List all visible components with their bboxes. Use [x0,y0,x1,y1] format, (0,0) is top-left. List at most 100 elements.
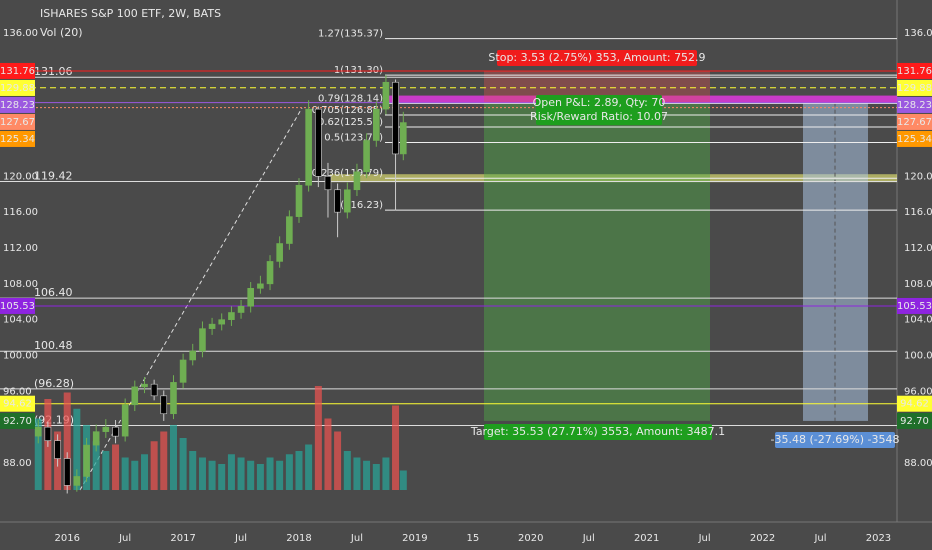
volume-bar [266,457,274,490]
candle-body [34,426,42,437]
pnl-label: Open P&L: 2.89, Qty: 70 [533,96,666,109]
stop-label: Stop: 3.53 (2.75%) 353, Amount: 752.9 [488,51,705,64]
fib-label: 0.79(128.14) [318,93,383,104]
candle-body [324,176,332,191]
y-tick-label: 120.00 [3,171,38,182]
y-tick-label: 96.00 [3,386,32,397]
price-marker-box [897,113,932,130]
candle-body [228,312,235,320]
y-tick-label: 100.00 [904,351,932,362]
x-tick-label: 2023 [866,533,891,544]
price-marker-box [0,130,35,147]
volume-bar [208,460,216,490]
y-tick-label: 120.00 [904,171,932,182]
volume-bar [218,464,226,490]
volume-bar [92,441,100,490]
candle-body [189,350,197,361]
volume-bar [392,405,400,490]
y-tick-label: 100.00 [3,351,38,362]
candle-body [305,108,312,186]
volume-bar [169,425,177,490]
price-marker-label: 92.70 [900,416,929,427]
candle-body [353,171,361,191]
level-label: 119.42 [34,170,73,183]
y-tick-label: 104.00 [3,315,38,326]
candle-body [363,140,370,173]
volume-bar [382,457,390,490]
volume-bar [112,444,120,490]
candle-body [150,383,158,397]
candle-body [44,426,52,441]
x-tick-label: Jul [118,533,131,544]
volume-bar [247,460,255,490]
volume-bar [73,408,81,490]
y-tick-label: 108.00 [904,279,932,290]
price-marker-label: 125.34 [0,134,35,145]
x-tick-label: Jul [582,533,595,544]
target-zone [484,102,710,421]
level-label: 100.48 [34,339,73,352]
candle-body [199,328,206,352]
y-tick-label: 116.00 [3,207,38,218]
candle-body [344,189,351,213]
y-tick-label: 96.00 [904,386,932,397]
candle-body [392,81,399,155]
measure-zone [803,102,868,421]
candle-body [247,288,254,307]
price-marker-box [897,130,932,147]
volume-bar [102,451,110,490]
volume-bar [131,460,139,490]
candle-body [257,283,264,289]
candle-body [54,440,61,459]
price-marker-box [897,96,932,113]
measure-label-box [775,432,895,448]
level-label: 106.40 [34,286,73,299]
candle-body [170,382,177,415]
candle-body [208,323,216,329]
rr-label: Risk/Reward Ratio: 10.07 [530,110,668,123]
candle-body [63,458,71,486]
candle-body [382,81,390,110]
fib-label: 0.705(126.85) [312,105,384,116]
volume-bar [276,460,284,490]
fib-label: 0.62(125.51) [318,117,383,128]
candle-body [315,108,322,177]
x-tick-label: Jul [350,533,363,544]
candle-body [83,444,90,477]
y-tick-label: 112.00 [3,243,38,254]
y-tick-label: 88.00 [3,458,32,469]
price-marker-box [0,113,35,130]
candle-body [121,404,129,437]
price-marker-label: 94.62 [3,399,32,410]
y-tick-label: 88.00 [904,458,932,469]
target-label: Target: 35.53 (27.71%) 3553, Amount: 348… [470,425,725,438]
volume-bar [285,454,293,490]
volume-bar [363,460,371,490]
candle-body [400,122,407,155]
volume-bar [160,431,168,490]
price-marker-box [897,395,932,412]
price-marker-box [0,96,35,113]
price-marker-label: 128.23 [897,100,932,111]
volume-bar [179,438,187,490]
volume-bar [63,392,71,490]
x-tick-label: Jul [234,533,247,544]
chart-subtitle: Vol (20) [40,26,83,39]
volume-bar [256,464,264,490]
x-tick-label: 2016 [54,533,79,544]
chart-title: ISHARES S&P 100 ETF, 2W, BATS [40,7,221,20]
price-marker-label: 125.34 [897,134,932,145]
volume-bar [305,444,313,490]
candle-body [112,426,119,437]
price-marker-label: 128.23 [0,100,35,111]
candle-body [276,243,283,262]
level-label: (96.28) [34,377,74,390]
x-tick-label: 2018 [286,533,311,544]
fib-label: 0.5(123.77) [324,133,383,144]
volume-bar [295,451,303,490]
candle-body [160,395,168,415]
level-label: 131.06 [34,65,73,78]
price-marker-label: 131.76 [0,66,35,77]
candle-body [295,184,303,217]
